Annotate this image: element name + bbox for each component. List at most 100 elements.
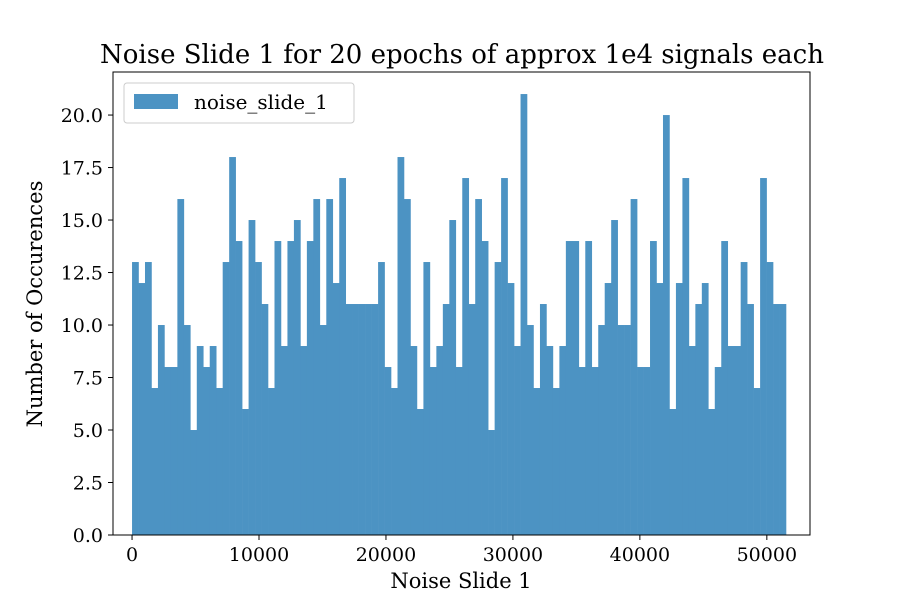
histogram-bar [572, 241, 580, 535]
y-tick-label: 10.0 [61, 315, 103, 337]
histogram-bar [403, 199, 411, 536]
x-axis-label: Noise Slide 1 [390, 569, 531, 593]
histogram-bar [565, 241, 573, 535]
histogram-bar [708, 409, 716, 535]
y-tick-label: 15.0 [61, 210, 103, 232]
histogram-bar [196, 346, 204, 535]
histogram-bar [507, 283, 515, 535]
histogram-bar [248, 220, 256, 535]
histogram-bar [734, 346, 741, 535]
histogram-bar [585, 241, 593, 535]
histogram-bar [151, 388, 159, 535]
histogram-bar [604, 283, 612, 535]
histogram-bar [268, 388, 275, 535]
histogram-bar [701, 283, 709, 535]
legend: noise_slide_1 [123, 82, 355, 124]
histogram-bar [436, 346, 444, 535]
x-tick-label: 20000 [356, 544, 416, 566]
histogram-bar [559, 346, 567, 535]
histogram-bar [462, 178, 470, 536]
histogram-bar [352, 304, 359, 535]
y-tick-label: 17.5 [61, 158, 103, 180]
x-axis-ticks: 0 10000 20000 30000 40000 50000 [126, 535, 797, 566]
histogram-bar [643, 367, 651, 535]
histogram-bar [209, 346, 217, 535]
histogram-bar [261, 304, 269, 535]
histogram-bar [598, 325, 605, 535]
y-tick-label: 0.0 [73, 525, 103, 547]
histogram-bar [416, 409, 424, 535]
y-tick-label: 7.5 [73, 368, 103, 390]
histogram-bar [527, 325, 534, 535]
x-tick-label: 0 [126, 544, 138, 566]
histogram-bar [293, 220, 301, 535]
histogram-bar [539, 304, 547, 535]
y-tick-label: 5.0 [73, 420, 103, 442]
histogram-bar [274, 241, 282, 535]
histogram-bar [423, 262, 431, 535]
histogram-bar [429, 367, 437, 535]
histogram-bar [779, 304, 787, 535]
histogram-bar [468, 304, 476, 535]
y-tick-label: 2.5 [73, 473, 103, 495]
histogram-bar [216, 388, 223, 535]
histogram-bar [371, 304, 379, 535]
histogram-bar [222, 262, 230, 535]
histogram-bar [747, 304, 754, 535]
histogram-bar [300, 346, 308, 535]
histogram-bar [740, 262, 748, 535]
histogram-bar [766, 262, 774, 535]
histogram-bar [721, 241, 729, 535]
y-tick-label: 12.5 [61, 263, 103, 285]
histogram-bar [365, 304, 372, 535]
histogram-bar [514, 346, 521, 535]
y-tick-label: 20.0 [61, 105, 103, 127]
chart-title: Noise Slide 1 for 20 epochs of approx 1e… [100, 40, 824, 70]
histogram-bar [287, 241, 295, 535]
histogram-bar [695, 304, 703, 535]
histogram-bar [650, 241, 657, 535]
histogram-bar [688, 346, 696, 535]
histogram-bar [442, 304, 450, 535]
histogram-bar [449, 220, 457, 535]
histogram-bar [242, 409, 249, 535]
histogram-bar [255, 262, 262, 535]
histogram-bar [177, 199, 185, 536]
histogram-bar [332, 283, 340, 535]
histogram-bar [391, 388, 398, 535]
histogram-bar [190, 430, 198, 535]
histogram-bar [675, 283, 683, 535]
histogram-bar [138, 283, 146, 535]
x-tick-label: 10000 [229, 544, 289, 566]
histogram-bar [132, 262, 139, 535]
histogram-bar [170, 367, 178, 535]
histogram-bar [203, 367, 211, 535]
histogram-bar [235, 241, 243, 535]
histogram-bar [591, 367, 599, 535]
histogram-bar [481, 241, 489, 535]
x-tick-label: 30000 [483, 544, 543, 566]
histogram-bar [157, 325, 165, 535]
histogram-bar [475, 199, 482, 536]
bars-group [132, 94, 787, 536]
histogram-bar [714, 367, 722, 535]
histogram-bar [455, 367, 463, 535]
histogram-bar [773, 304, 780, 535]
histogram-bar [144, 262, 152, 535]
plot-frame [112, 71, 811, 536]
histogram-bar [630, 199, 638, 536]
histogram-bar [501, 178, 508, 536]
histogram-bar [397, 157, 405, 536]
histogram-bar [306, 241, 314, 535]
histogram-bar [494, 262, 502, 535]
histogram-bar [753, 388, 761, 535]
histogram-bar [682, 178, 690, 536]
histogram-bar [410, 346, 418, 535]
histogram-bar [727, 346, 735, 535]
legend-swatch [134, 94, 178, 109]
histogram-bar [546, 346, 554, 535]
histogram-bar [488, 430, 495, 535]
histogram-bar [617, 325, 625, 535]
histogram-bar [229, 157, 236, 536]
histogram-bar [358, 304, 366, 535]
